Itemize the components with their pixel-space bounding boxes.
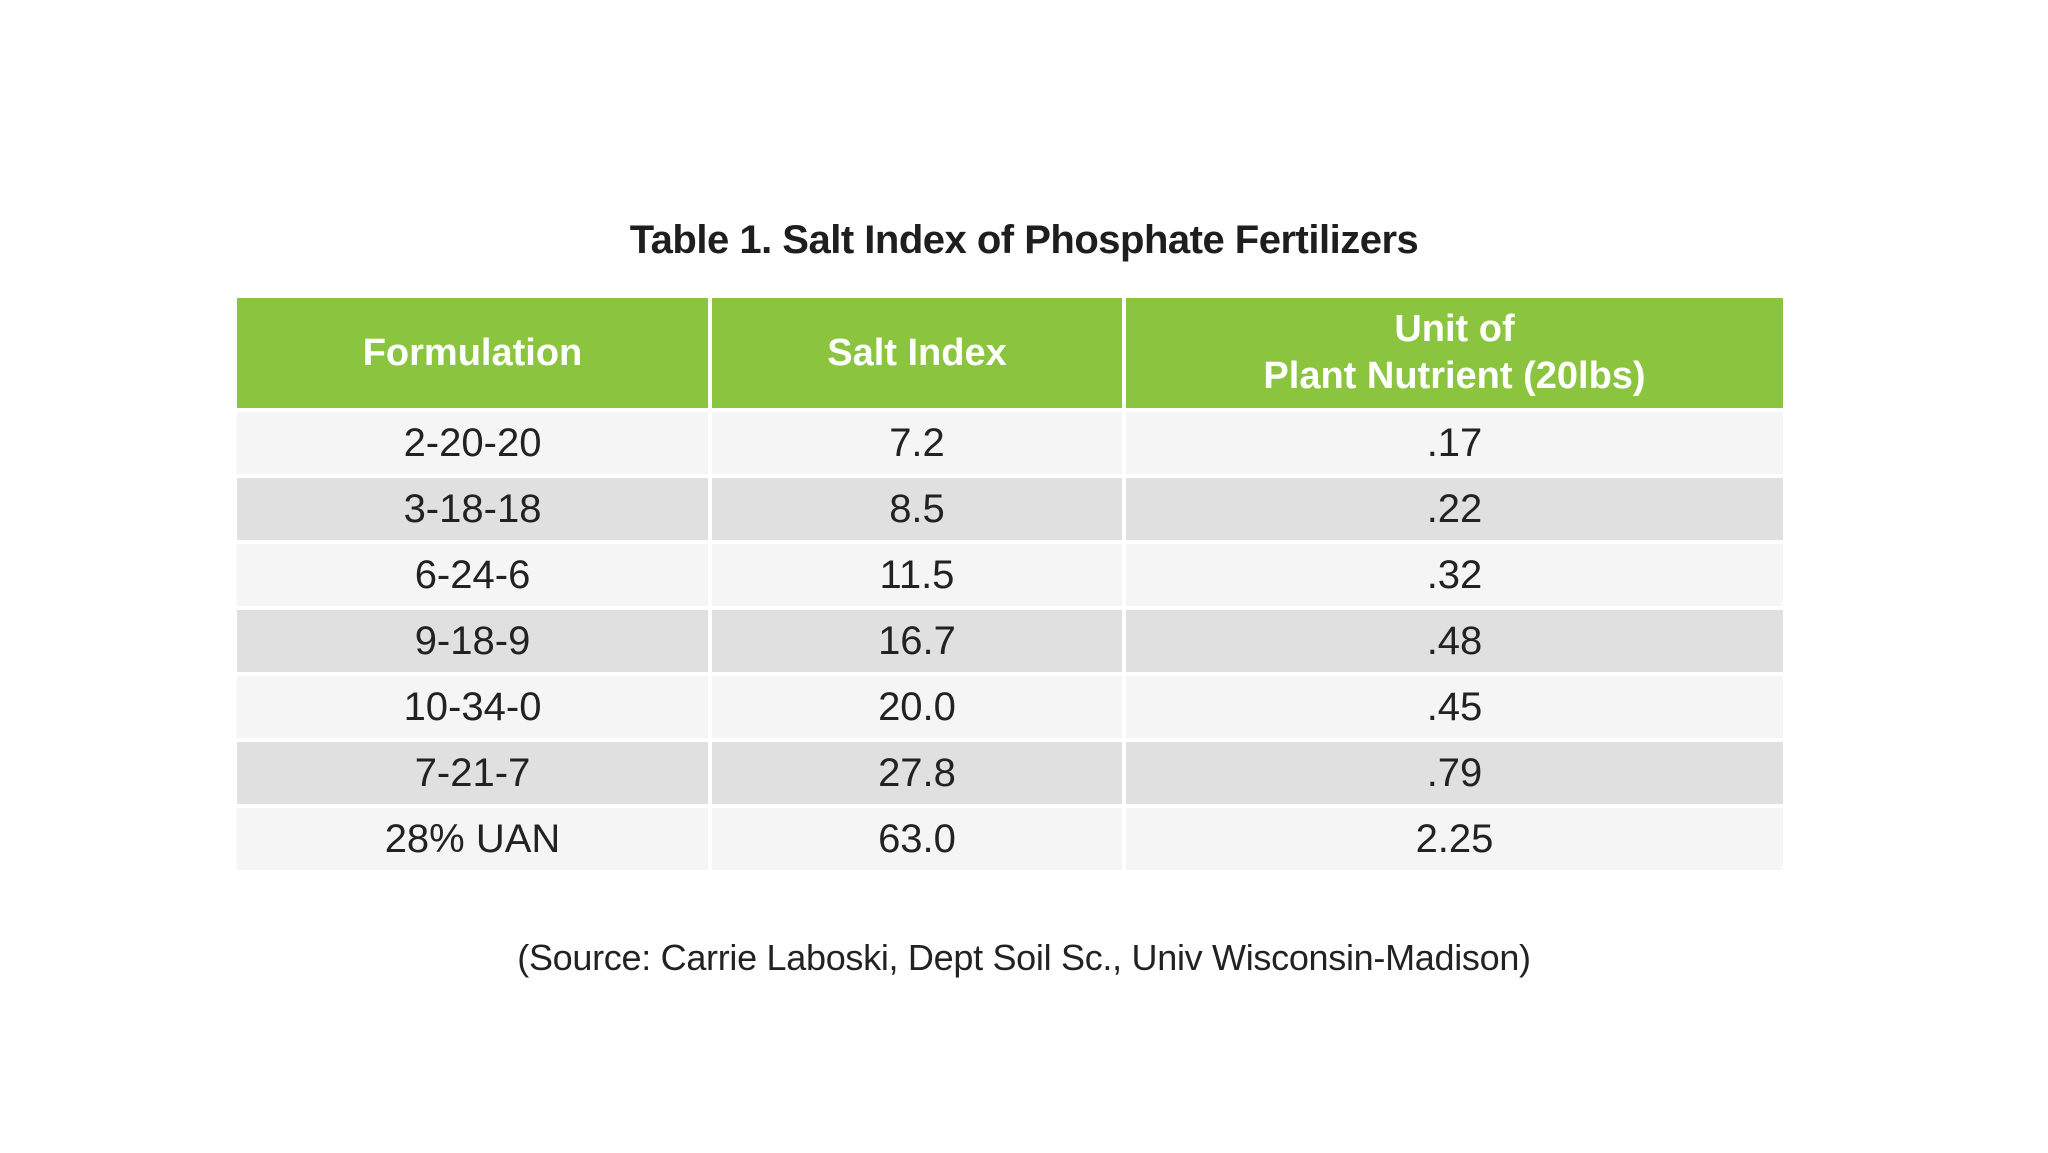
cell-unit: .79 (1126, 742, 1783, 804)
header-unit-line2: Plant Nutrient (20lbs) (1263, 355, 1646, 397)
table-row: 2-20-20 7.2 .17 (237, 412, 1783, 474)
table-row: 6-24-6 11.5 .32 (237, 544, 1783, 606)
table-row: 7-21-7 27.8 .79 (237, 742, 1783, 804)
cell-unit: .32 (1126, 544, 1783, 606)
cell-salt-index: 20.0 (712, 676, 1122, 738)
header-unit-of-plant-nutrient: Unit of Plant Nutrient (20lbs) (1126, 298, 1783, 408)
header-formulation: Formulation (237, 298, 708, 408)
cell-unit: .48 (1126, 610, 1783, 672)
cell-formulation: 3-18-18 (237, 478, 708, 540)
cell-salt-index: 11.5 (712, 544, 1122, 606)
cell-formulation: 7-21-7 (237, 742, 708, 804)
cell-unit: 2.25 (1126, 808, 1783, 870)
cell-salt-index: 16.7 (712, 610, 1122, 672)
cell-salt-index: 63.0 (712, 808, 1122, 870)
cell-formulation: 10-34-0 (237, 676, 708, 738)
table-row: 9-18-9 16.7 .48 (237, 610, 1783, 672)
cell-salt-index: 7.2 (712, 412, 1122, 474)
cell-salt-index: 8.5 (712, 478, 1122, 540)
salt-index-table: Formulation Salt Index Unit of Plant Nut… (237, 298, 1783, 874)
table-title: Table 1. Salt Index of Phosphate Fertili… (629, 218, 1419, 262)
cell-unit: .45 (1126, 676, 1783, 738)
header-unit-line1: Unit of (1394, 308, 1515, 350)
header-salt-index: Salt Index (712, 298, 1122, 408)
table-row: 3-18-18 8.5 .22 (237, 478, 1783, 540)
table-header-row: Formulation Salt Index Unit of Plant Nut… (237, 298, 1783, 408)
cell-formulation: 2-20-20 (237, 412, 708, 474)
cell-salt-index: 27.8 (712, 742, 1122, 804)
table-row: 10-34-0 20.0 .45 (237, 676, 1783, 738)
table-row: 28% UAN 63.0 2.25 (237, 808, 1783, 870)
source-citation: (Source: Carrie Laboski, Dept Soil Sc., … (517, 937, 1531, 978)
cell-unit: .22 (1126, 478, 1783, 540)
cell-formulation: 28% UAN (237, 808, 708, 870)
cell-formulation: 6-24-6 (237, 544, 708, 606)
cell-formulation: 9-18-9 (237, 610, 708, 672)
cell-unit: .17 (1126, 412, 1783, 474)
